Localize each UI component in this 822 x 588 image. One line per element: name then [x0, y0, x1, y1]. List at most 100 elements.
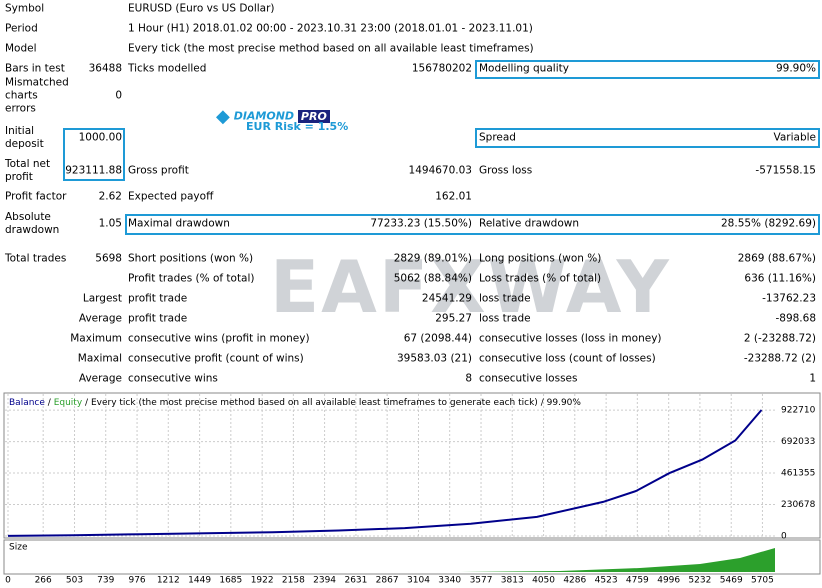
- field-label: Initial deposit: [5, 125, 44, 150]
- field-value: consecutive wins (profit in money): [128, 332, 310, 345]
- x-tick-label: 1212: [157, 576, 180, 586]
- field-value: 295.27: [435, 312, 472, 325]
- balance-line: [7, 409, 763, 537]
- x-tick-label: 5705: [751, 576, 774, 586]
- field-value: Maximal drawdown: [128, 217, 230, 230]
- field-value: profit trade: [128, 292, 188, 305]
- x-tick-label: 266: [35, 576, 52, 586]
- graph-frame: [3, 392, 821, 539]
- x-tick-label: 2631: [344, 576, 367, 586]
- field-value: 2869 (88.67%): [737, 252, 816, 265]
- highlight-box: [475, 128, 820, 148]
- field-value: Largest: [82, 292, 122, 305]
- field-value: Loss trades (% of total): [479, 272, 602, 285]
- logo-risk: EUR Risk = 1.5%: [246, 120, 349, 133]
- field-value: 67 (2098.44): [403, 332, 472, 345]
- x-tick-label: 3577: [470, 576, 493, 586]
- field-value: Relative drawdown: [479, 217, 580, 230]
- field-value: -571558.15: [755, 164, 816, 177]
- field-value: Maximum: [70, 332, 122, 345]
- y-tick-label: 922710: [781, 406, 816, 416]
- field-value: consecutive profit (count of wins): [128, 352, 304, 365]
- field-label: Period: [5, 22, 38, 35]
- field-label: Total trades: [5, 252, 67, 265]
- x-tick-label: 4286: [563, 576, 586, 586]
- field-value: 923111.88: [65, 164, 122, 177]
- field-label: Absolute drawdown: [5, 211, 60, 236]
- field-value: Ticks modelled: [128, 62, 207, 75]
- field-value: 8: [465, 372, 472, 385]
- field-value: Maximal: [77, 352, 122, 365]
- field-value: -898.68: [775, 312, 816, 325]
- field-value: 99.90%: [775, 62, 816, 75]
- field-label: Model: [5, 42, 37, 55]
- field-value: consecutive losses (loss in money): [479, 332, 662, 345]
- field-value: 1.05: [98, 217, 122, 230]
- field-value: -13762.23: [762, 292, 816, 305]
- field-value: Modelling quality: [479, 62, 569, 75]
- x-tick-label: 5232: [688, 576, 711, 586]
- graph-caption: Every tick (the most precise method base…: [91, 398, 538, 408]
- y-tick-label: 461355: [781, 469, 815, 479]
- separator: /: [85, 398, 89, 408]
- field-value: 5062 (88.84%): [393, 272, 472, 285]
- x-tick-label: 4050: [532, 576, 555, 586]
- highlight-box: [475, 60, 820, 79]
- separator: /: [541, 398, 545, 408]
- field-value: 77233.23 (15.50%): [370, 217, 472, 230]
- field-value: 39583.03 (21): [397, 352, 472, 365]
- field-value: consecutive wins: [128, 372, 218, 385]
- field-value: 5698: [95, 252, 122, 265]
- x-tick-label: 2394: [313, 576, 336, 586]
- field-value: 2 (-23288.72): [743, 332, 816, 345]
- field-value: 24541.29: [421, 292, 472, 305]
- logo-text: DIAMOND: [233, 109, 295, 123]
- watermark: EAFXWAY: [270, 245, 671, 329]
- field-value: Average: [78, 372, 122, 385]
- y-tick-label: 0: [781, 532, 787, 542]
- y-tick-label: 230678: [781, 500, 816, 510]
- field-value: 2.62: [98, 190, 122, 203]
- field-label: Bars in test: [5, 62, 65, 75]
- x-tick-label: 4523: [595, 576, 618, 586]
- field-label: Profit factor: [5, 190, 67, 203]
- field-value: Spread: [479, 131, 516, 144]
- field-value: loss trade: [479, 312, 531, 325]
- field-value: Long positions (won %): [479, 252, 602, 265]
- x-tick-label: 0: [5, 576, 11, 586]
- field-value: 1000.00: [78, 131, 122, 144]
- x-tick-label: 3340: [438, 576, 461, 586]
- x-tick-label: 1922: [251, 576, 274, 586]
- x-tick-label: 1685: [219, 576, 242, 586]
- x-tick-label: 503: [66, 576, 83, 586]
- x-tick-label: 4759: [626, 576, 649, 586]
- logo-badge: PRO: [297, 109, 330, 123]
- logo-name: ◆ DIAMOND PRO: [216, 106, 330, 127]
- legend-item: Equity: [54, 398, 83, 408]
- size-label: Size: [9, 543, 28, 553]
- field-value: -23288.72 (2): [743, 352, 816, 365]
- field-value: Every tick (the most precise method base…: [128, 42, 534, 55]
- field-value: consecutive loss (count of losses): [479, 352, 656, 365]
- field-value: 2829 (89.01%): [393, 252, 472, 265]
- size-area: [460, 548, 775, 572]
- x-tick-label: 976: [128, 576, 145, 586]
- field-label: Mismatched charts errors: [5, 76, 69, 115]
- field-value: Profit trades (% of total): [128, 272, 255, 285]
- field-value: loss trade: [479, 292, 531, 305]
- field-value: Variable: [773, 131, 816, 144]
- field-value: consecutive losses: [479, 372, 578, 385]
- graph-header: Balance / Equity / Every tick (the most …: [9, 398, 581, 408]
- field-value: 36488: [88, 62, 122, 75]
- field-value: Average: [78, 312, 122, 325]
- field-value: 156780202: [411, 62, 472, 75]
- y-tick-label: 692033: [781, 437, 815, 447]
- x-tick-label: 2158: [282, 576, 305, 586]
- highlight-box: [125, 214, 820, 235]
- field-value: Gross loss: [479, 164, 533, 177]
- field-value: Expected payoff: [128, 190, 214, 203]
- x-tick-label: 2867: [376, 576, 399, 586]
- field-value: Gross profit: [128, 164, 189, 177]
